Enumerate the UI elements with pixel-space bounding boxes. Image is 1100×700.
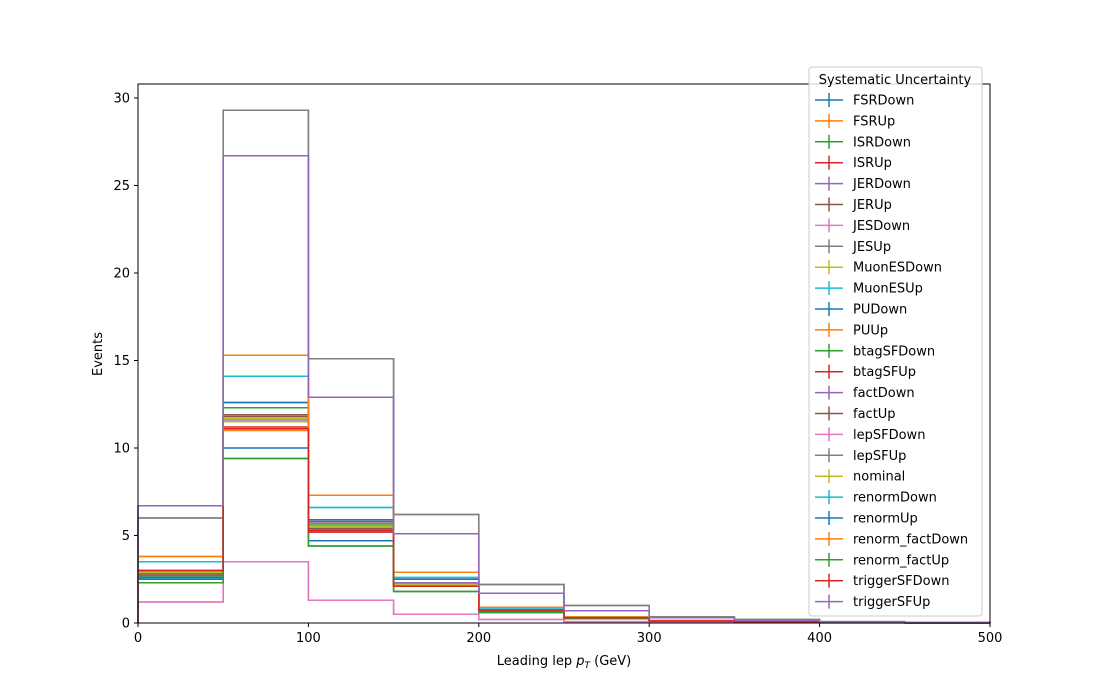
legend-entry-factDown: factDown: [815, 385, 915, 401]
legend-label: PUUp: [853, 323, 888, 338]
series-triggerSFUp: [137, 155, 991, 624]
legend-label: factDown: [853, 386, 915, 401]
legend-label: JESDown: [852, 219, 910, 234]
legend-entry-lepSFDown: lepSFDown: [815, 427, 925, 443]
x-tick-label: 400: [807, 631, 832, 646]
legend-label: FSRUp: [853, 114, 895, 129]
y-tick-label: 20: [113, 267, 130, 282]
legend-label: btagSFDown: [853, 344, 935, 359]
legend-label: MuonESDown: [853, 261, 942, 276]
legend-entry-PUDown: PUDown: [815, 302, 907, 318]
legend-entry-renorm_factUp: renorm_factUp: [815, 552, 949, 568]
legend-entry-triggerSFDown: triggerSFDown: [815, 573, 949, 589]
legend-label: btagSFUp: [853, 365, 916, 380]
legend-label: nominal: [853, 470, 905, 485]
x-tick-label: 0: [134, 631, 142, 646]
legend-label: triggerSFDown: [853, 574, 949, 589]
legend-label: renormUp: [853, 512, 918, 527]
legend-label: ISRDown: [853, 135, 911, 150]
legend-entries: FSRDown FSRUp ISRDown ISRUp JERDown JERUp JESD…: [815, 93, 968, 610]
x-axis-label: Leading lep pT (GeV): [497, 654, 631, 671]
y-tick-label: 15: [113, 354, 130, 369]
legend-entry-renormUp: renormUp: [815, 511, 918, 527]
legend-label: lepSFDown: [853, 428, 925, 443]
y-tick-label: 10: [113, 442, 130, 457]
legend-title: Systematic Uncertainty: [819, 73, 972, 88]
legend-entry-MuonESUp: MuonESUp: [815, 281, 923, 297]
legend: Systematic Uncertainty FSRDown FSRUp ISRDo…: [808, 66, 983, 617]
legend-label: ISRUp: [853, 156, 892, 171]
x-tick-label: 200: [466, 631, 491, 646]
legend-entry-MuonESDown: MuonESDown: [815, 260, 942, 276]
y-tick-label: 0: [122, 617, 130, 632]
legend-entry-JERUp: JERUp: [815, 197, 892, 213]
series-layer: [137, 109, 991, 624]
legend-entry-nominal: nominal: [815, 469, 905, 485]
legend-label: triggerSFUp: [853, 595, 930, 610]
legend-label: PUDown: [853, 303, 907, 318]
legend-label: renorm_factUp: [853, 553, 949, 568]
legend-entry-JESDown: JESDown: [815, 218, 910, 234]
legend-entry-factUp: factUp: [815, 406, 896, 422]
legend-label: MuonESUp: [853, 282, 923, 297]
legend-entry-ISRDown: ISRDown: [815, 134, 911, 150]
legend-entry-btagSFDown: btagSFDown: [815, 343, 935, 359]
y-axis-ticks: 0 5 10 15 20 25 30: [113, 92, 138, 632]
legend-entry-triggerSFUp: triggerSFUp: [815, 594, 930, 610]
y-tick-label: 5: [122, 529, 130, 544]
y-tick-label: 30: [113, 92, 130, 107]
legend-entry-ISRUp: ISRUp: [815, 155, 892, 171]
x-tick-label: 300: [637, 631, 662, 646]
legend-label: renormDown: [853, 491, 937, 506]
legend-entry-renormDown: renormDown: [815, 490, 937, 506]
legend-entry-JERDown: JERDown: [815, 176, 911, 192]
x-tick-label: 100: [296, 631, 321, 646]
legend-label: FSRDown: [853, 94, 914, 109]
y-tick-label: 25: [113, 179, 130, 194]
legend-entry-btagSFUp: btagSFUp: [815, 364, 916, 380]
legend-label: JERUp: [852, 198, 892, 213]
x-tick-label: 500: [978, 631, 1003, 646]
y-axis-label: Events: [91, 332, 106, 376]
legend-box: [808, 66, 983, 617]
legend-label: lepSFUp: [853, 449, 906, 464]
legend-entry-FSRDown: FSRDown: [815, 93, 914, 109]
legend-entry-FSRUp: FSRUp: [815, 113, 895, 129]
legend-label: JESUp: [852, 240, 891, 255]
legend-label: renorm_factDown: [853, 532, 968, 547]
legend-entry-lepSFUp: lepSFUp: [815, 448, 906, 464]
plot-frame: [137, 83, 991, 624]
legend-entry-renorm_factDown: renorm_factDown: [815, 531, 968, 547]
legend-label: JERDown: [852, 177, 911, 192]
legend-label: factUp: [853, 407, 896, 422]
legend-entry-PUUp: PUUp: [815, 322, 888, 338]
x-axis-ticks: 0 100 200 300 400 500: [134, 623, 1003, 646]
legend-entry-JESUp: JESUp: [815, 239, 891, 255]
